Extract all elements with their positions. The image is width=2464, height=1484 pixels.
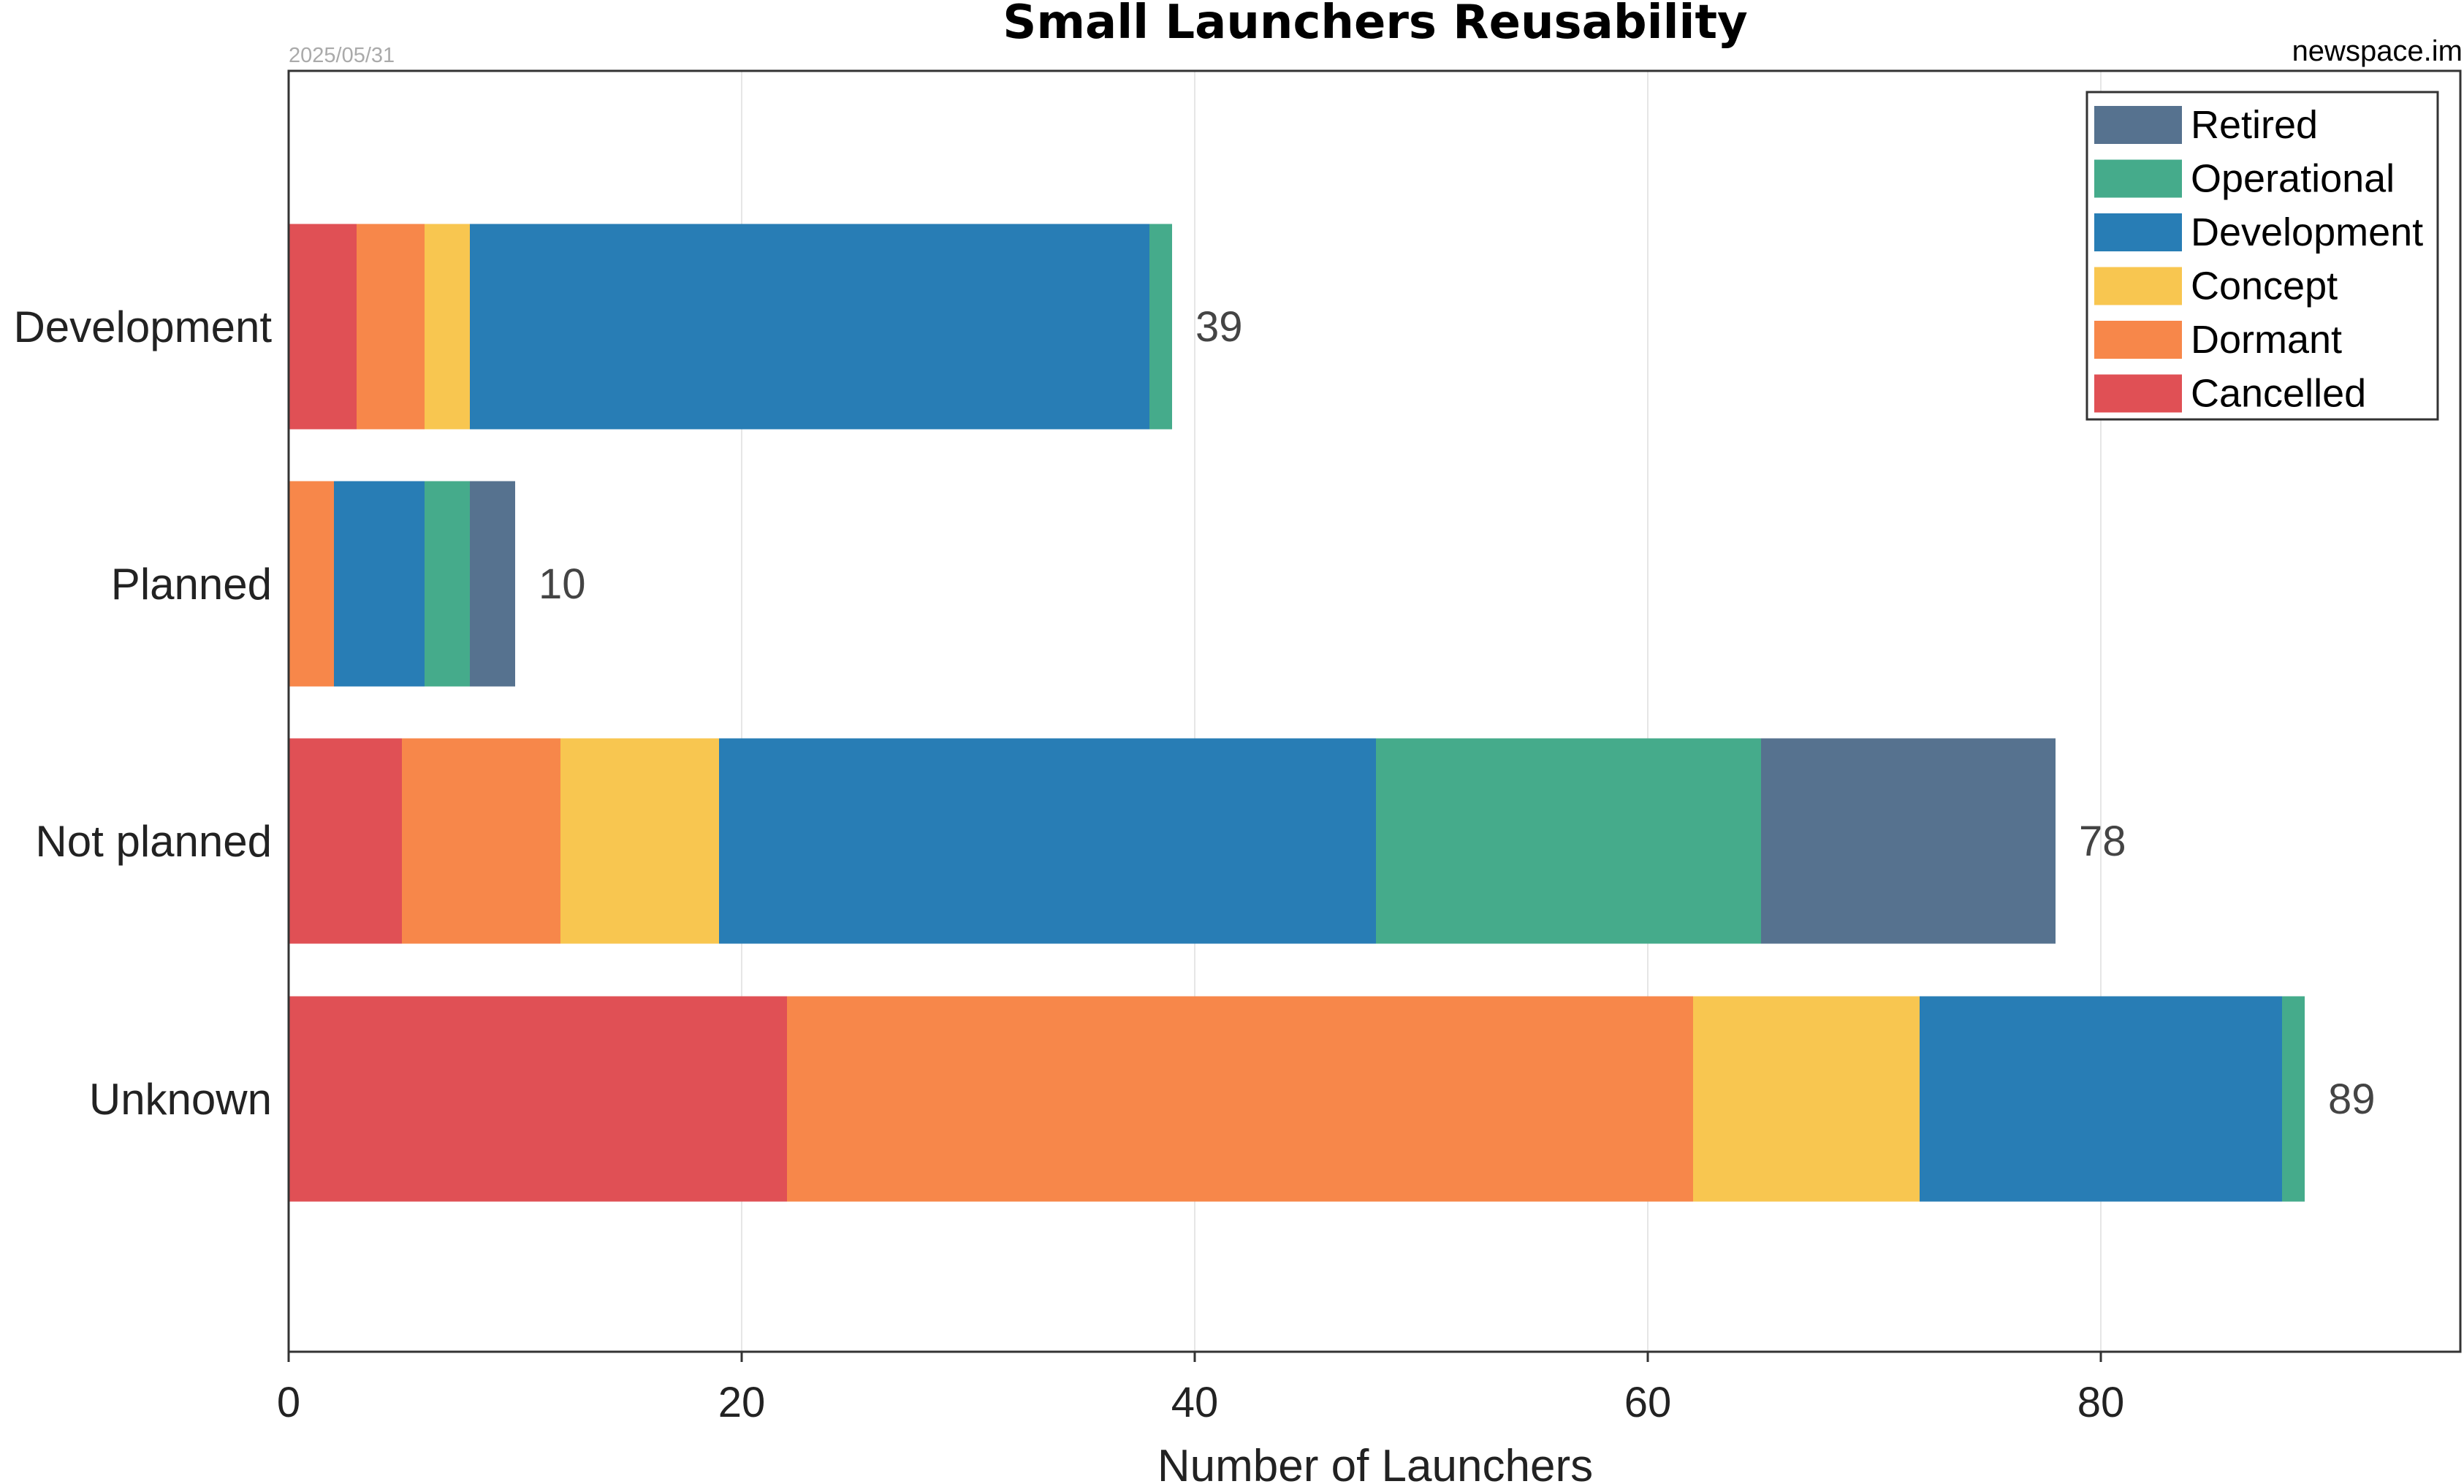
x-tick-label-20: 20	[718, 1379, 766, 1426]
x-tick-labels: 0 20 40 60 80	[277, 1352, 2124, 1426]
legend-label-development: Development	[2191, 210, 2423, 254]
bar-unknown-development	[1920, 996, 2282, 1202]
bar-development-development	[470, 224, 1149, 430]
legend-label-concept: Concept	[2191, 265, 2338, 308]
x-axis-label: Number of Launchers	[1157, 1441, 1593, 1484]
category-labels: Development Planned Not planned Unknown	[13, 302, 272, 1124]
category-label-unknown: Unknown	[89, 1075, 272, 1124]
bar-unknown-cancelled	[289, 996, 787, 1202]
legend-label-cancelled: Cancelled	[2191, 372, 2366, 416]
bars	[289, 224, 2305, 1202]
legend-label-operational: Operational	[2191, 157, 2395, 201]
category-label-not-planned: Not planned	[35, 817, 272, 866]
x-tick-label-0: 0	[277, 1379, 300, 1426]
category-label-development: Development	[13, 302, 272, 351]
legend: Retired Operational Development Concept Dorm…	[2085, 91, 2439, 421]
total-label-planned: 10	[539, 560, 586, 608]
bar-planned-operational	[425, 481, 470, 687]
x-tick-label-60: 60	[1624, 1379, 1672, 1426]
bar-not-planned-cancelled	[289, 738, 402, 944]
chart-source: newspace.im	[2292, 35, 2463, 67]
legend-swatch-cancelled	[2094, 374, 2182, 413]
x-tick-label-80: 80	[2077, 1379, 2125, 1426]
legend-box	[2085, 91, 2439, 421]
bar-development-operational	[1149, 224, 1172, 430]
category-label-planned: Planned	[111, 560, 272, 609]
legend-label-retired: Retired	[2191, 103, 2318, 147]
bar-unknown-dormant	[787, 996, 1693, 1202]
bar-development-cancelled	[289, 224, 357, 430]
bar-not-planned-concept	[560, 738, 719, 944]
bar-planned-retired	[470, 481, 515, 687]
bar-unknown-concept	[1693, 996, 1920, 1202]
legend-label-dormant: Dormant	[2191, 318, 2342, 362]
bar-planned-dormant	[289, 481, 334, 687]
bar-unknown-operational	[2282, 996, 2305, 1202]
chart-title: Small Launchers Reusability	[1003, 0, 1748, 50]
legend-swatch-concept	[2094, 267, 2182, 305]
bar-development-dormant	[357, 224, 425, 430]
plot-frame	[287, 69, 2462, 1353]
bar-not-planned-dormant	[402, 738, 560, 944]
bar-not-planned-retired	[1761, 738, 2056, 944]
legend-swatch-operational	[2094, 159, 2182, 198]
total-label-not-planned: 78	[2079, 818, 2126, 865]
legend-swatch-retired	[2094, 106, 2182, 144]
legend-swatch-dormant	[2094, 321, 2182, 359]
total-labels: 39 10 78 89	[539, 303, 2376, 1123]
bar-development-concept	[425, 224, 470, 430]
x-tick-label-40: 40	[1171, 1379, 1219, 1426]
chart-date: 2025/05/31	[289, 44, 395, 67]
total-label-development: 39	[1195, 303, 1243, 351]
bar-planned-development	[334, 481, 425, 687]
total-label-unknown: 89	[2328, 1076, 2376, 1123]
bar-not-planned-development	[719, 738, 1376, 944]
bar-not-planned-operational	[1376, 738, 1761, 944]
legend-swatch-development	[2094, 213, 2182, 251]
